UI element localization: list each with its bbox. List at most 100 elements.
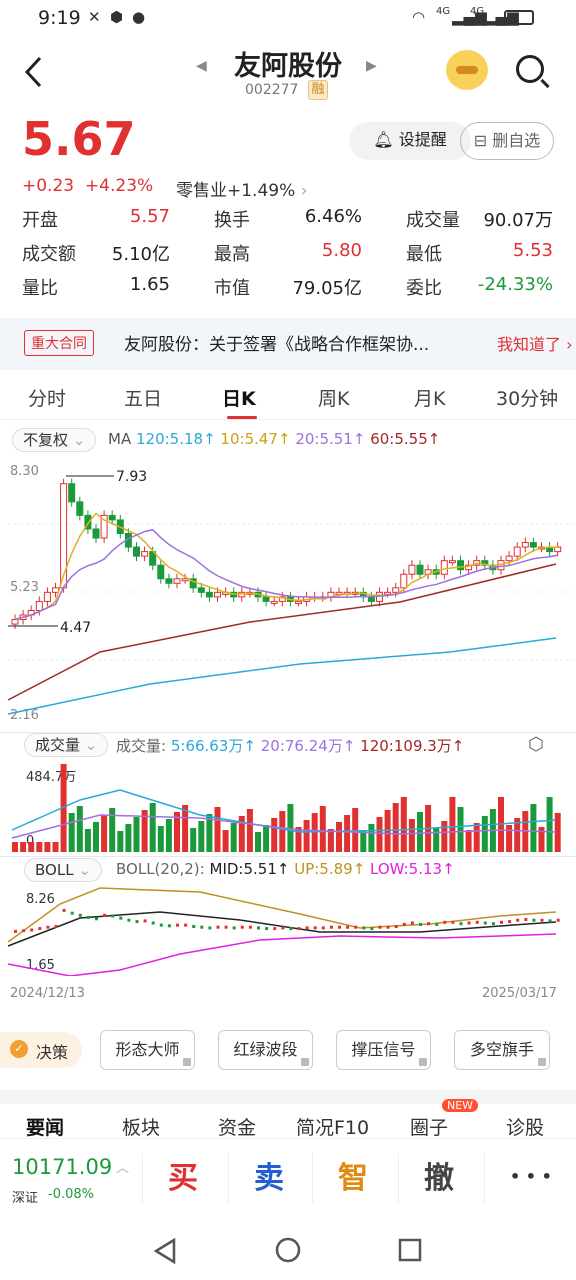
tab-30min[interactable]: 30分钟: [496, 388, 559, 410]
stat-value: 90.07万: [483, 210, 553, 231]
boll-tick: [119, 916, 123, 920]
settings-icon[interactable]: ⬡: [528, 734, 544, 755]
set-reminder-button[interactable]: 🔔︎ 设提醒: [349, 122, 471, 160]
tab-daily-k[interactable]: 日K: [222, 388, 256, 410]
candle: [68, 483, 76, 503]
boll-chart[interactable]: [0, 884, 576, 976]
boll-tick: [167, 924, 171, 928]
boll-low-value: LOW:5.13↑: [370, 860, 455, 878]
candle: [197, 587, 205, 593]
strategy-label: 多空旗手: [469, 1040, 534, 1059]
vol20-value: 20:76.24万↑: [260, 737, 356, 755]
boll-selector[interactable]: BOLL ⌄: [24, 858, 102, 882]
sector-link[interactable]: 零售业+1.49% ›: [176, 176, 307, 201]
nav-back-icon[interactable]: [152, 1238, 178, 1264]
back-arrow-icon[interactable]: [22, 54, 46, 90]
boll-tick: [176, 923, 179, 927]
strategy-long-short[interactable]: 多空旗手: [454, 1030, 550, 1070]
stock-name: 友阿股份: [234, 51, 342, 82]
candle: [481, 560, 489, 566]
lock-icon: [419, 1058, 427, 1066]
boll-tick: [265, 927, 269, 931]
volume-bar: [214, 807, 221, 852]
boll-tick: [127, 918, 131, 922]
decision-label: 决策: [36, 1043, 69, 1062]
tab-monthly-k[interactable]: 月K: [414, 388, 446, 410]
strategy-bar: ✓ 决策: [0, 1010, 576, 1090]
boll-tick: [378, 925, 382, 929]
prev-stock-icon[interactable]: ◀: [196, 58, 207, 74]
volume-selector-label: 成交量: [35, 736, 81, 754]
remove-watchlist-label: 删自选: [492, 131, 541, 150]
candle: [84, 514, 92, 530]
index-name: 深证: [12, 1191, 39, 1206]
candle: [367, 596, 375, 602]
smart-button[interactable]: 智: [338, 1161, 368, 1196]
search-icon[interactable]: [516, 55, 544, 83]
nav-home-icon[interactable]: [274, 1236, 302, 1264]
volume-bar: [352, 808, 359, 852]
message-icon: ●: [132, 8, 146, 26]
tab-five-day[interactable]: 五日: [124, 388, 163, 410]
nav-recent-icon[interactable]: [398, 1238, 422, 1262]
volume-bar: [506, 825, 513, 852]
strategy-pattern-master[interactable]: 形态大师: [100, 1030, 195, 1070]
boll-tick: [346, 925, 350, 929]
strategy-red-green-band[interactable]: 红绿波段: [218, 1030, 313, 1070]
tab-weekly-k[interactable]: 周K: [318, 388, 350, 410]
boll-tick: [451, 920, 455, 924]
candle: [295, 600, 302, 604]
more-button[interactable]: • • •: [510, 1167, 552, 1186]
volume-bar: [327, 829, 334, 852]
tab-f10[interactable]: 简况F10: [296, 1117, 370, 1139]
decision-button[interactable]: ✓ 决策: [0, 1032, 82, 1068]
boll-tick: [524, 918, 528, 921]
chevron-down-icon: ⌄: [78, 861, 91, 879]
buy-button[interactable]: 买: [168, 1161, 198, 1196]
chevron-up-icon[interactable]: ︿: [116, 1161, 130, 1176]
next-stock-icon[interactable]: ▶: [366, 58, 377, 74]
volume-bar: [149, 803, 156, 852]
dismiss-notice-button[interactable]: 我知道了 ›: [497, 331, 573, 355]
volume-chart[interactable]: [0, 760, 576, 852]
volume-bar: [384, 810, 391, 852]
kline-chart[interactable]: [0, 452, 576, 730]
tab-funds[interactable]: 资金: [218, 1117, 257, 1139]
candle: [181, 578, 189, 582]
divider: [484, 1153, 485, 1203]
candle: [384, 591, 392, 595]
tab-diagnose[interactable]: 诊股: [506, 1117, 545, 1139]
boll-tick: [54, 925, 58, 928]
boll-tick: [111, 914, 115, 918]
stat-label: 市值: [214, 278, 250, 299]
shield-icon: ⬢: [110, 8, 124, 26]
tab-circle[interactable]: 圈子: [410, 1117, 449, 1139]
volume-bar: [44, 842, 51, 852]
lock-icon: [301, 1058, 309, 1066]
candle: [457, 560, 464, 571]
strategy-support-pressure[interactable]: 撑压信号: [336, 1030, 431, 1070]
ma120-value: 120:5.18↑: [135, 430, 216, 448]
price-change: +0.23 +4.23%: [22, 176, 153, 196]
volume-bar: [554, 813, 561, 852]
tab-intraday[interactable]: 分时: [28, 388, 67, 410]
notice-banner[interactable]: 重大合同 友阿股份：关于签署《战略合作框架协... 我知道了 ›: [0, 318, 576, 370]
mascot-icon[interactable]: [446, 50, 488, 90]
volume-selector[interactable]: 成交量 ⌄: [24, 733, 109, 757]
sell-button[interactable]: 卖: [254, 1161, 284, 1196]
notice-text[interactable]: 友阿股份：关于签署《战略合作框架协...: [124, 335, 430, 355]
boll-y-top: 8.26: [26, 892, 55, 907]
remove-watchlist-button[interactable]: ⊟ 删自选: [460, 122, 554, 160]
tab-news[interactable]: 要闻: [26, 1117, 65, 1139]
boll-mid-value: MID:5.51↑: [209, 860, 290, 878]
strategy-label: 形态大师: [115, 1040, 180, 1059]
index-value[interactable]: 10171.09: [12, 1155, 113, 1179]
stat-label: 开盘: [22, 210, 58, 231]
volume-bar: [279, 811, 286, 852]
boll-tick: [281, 926, 285, 930]
boll-tick: [370, 927, 374, 931]
boll-tick: [151, 921, 155, 925]
tab-sector[interactable]: 板块: [122, 1117, 161, 1139]
adjust-selector[interactable]: 不复权 ⌄: [12, 428, 97, 452]
cancel-order-button[interactable]: 撤: [424, 1161, 454, 1196]
